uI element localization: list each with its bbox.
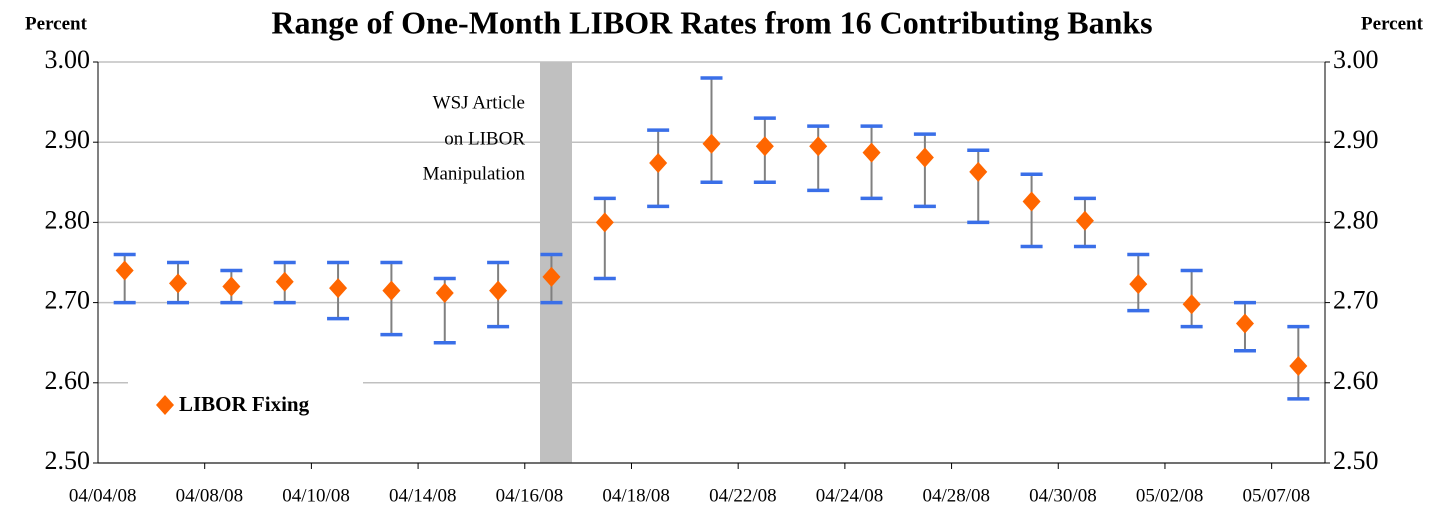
fixing-marker [1235,313,1254,334]
fixing-marker [1289,355,1308,376]
fixing-marker [1022,191,1041,212]
fixing-marker [649,153,668,174]
fixing-marker [595,212,614,233]
y2-axis-label: Percent [1361,13,1424,34]
fixing-marker [275,271,294,292]
x-tick-label: 04/04/08 [69,485,137,506]
fixing-marker [915,147,934,168]
y-tick-label: 2.60 [45,366,91,395]
legend-label: LIBOR Fixing [179,392,310,416]
fixing-marker [969,161,988,182]
x-tick-label: 04/10/08 [282,485,350,506]
x-tick-label: 04/22/08 [709,485,777,506]
y-tick-label: 2.90 [45,125,91,154]
x-tick-label: 04/16/08 [496,485,564,506]
y2-tick-label: 2.90 [1333,125,1379,154]
fixing-marker [702,133,721,154]
y-tick-label: 2.80 [45,205,91,234]
fixing-marker [1182,294,1201,315]
fixing-marker [115,260,134,281]
y-tick-label: 2.50 [45,446,91,475]
x-tick-label: 05/07/08 [1243,485,1311,506]
x-tick-label: 04/14/08 [389,485,457,506]
fixing-marker [862,142,881,163]
y-tick-label: 2.70 [45,286,91,315]
fixing-marker [809,136,828,157]
annotation: on LIBOR [444,128,525,149]
fixing-marker [222,276,241,297]
x-tick-label: 04/30/08 [1029,485,1097,506]
x-tick-label: 05/02/08 [1136,485,1204,506]
x-tick-label: 04/08/08 [176,485,244,506]
legend-marker [156,395,174,415]
fixing-marker [542,266,561,287]
y2-tick-label: 2.70 [1333,286,1379,315]
highlight-band [540,62,572,463]
annotation: Manipulation [423,163,526,184]
y2-tick-label: 3.00 [1333,45,1379,74]
y-tick-label: 3.00 [45,45,91,74]
fixing-marker [1075,210,1094,231]
annotation: WSJ Article [433,92,525,113]
plot-area: 2.50 2.60 2.70 2.80 2.90 3.00 2.50 2.60 2.70 2.80… [45,45,1379,506]
fixing-marker [435,282,454,303]
y2-tick-label: 2.80 [1333,205,1379,234]
y2-tick-label: 2.50 [1333,446,1379,475]
x-tick-label: 04/18/08 [602,485,670,506]
fixing-marker [169,273,188,294]
fixing-marker [382,280,401,301]
fixing-marker [329,278,348,299]
chart-title: Range of One-Month LIBOR Rates from 16 C… [271,4,1152,40]
y2-tick-label: 2.60 [1333,366,1379,395]
x-tick-label: 04/28/08 [922,485,990,506]
x-tick-label: 04/24/08 [816,485,884,506]
fixing-marker [1129,274,1148,295]
fixing-marker [489,280,508,301]
fixing-marker [755,136,774,157]
y-axis-label: Percent [25,13,88,34]
